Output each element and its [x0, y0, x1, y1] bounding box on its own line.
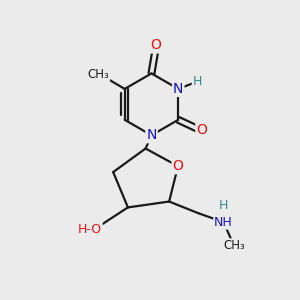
Text: O: O — [151, 38, 161, 52]
Text: CH₃: CH₃ — [87, 68, 109, 81]
Text: H-O: H-O — [78, 223, 102, 236]
Text: N: N — [173, 82, 183, 96]
Text: H: H — [219, 200, 228, 212]
Text: N: N — [146, 128, 157, 142]
Text: H: H — [193, 75, 202, 88]
Text: NH: NH — [214, 216, 233, 229]
Text: O: O — [172, 159, 183, 173]
Text: O: O — [196, 123, 207, 137]
Text: CH₃: CH₃ — [223, 239, 245, 252]
